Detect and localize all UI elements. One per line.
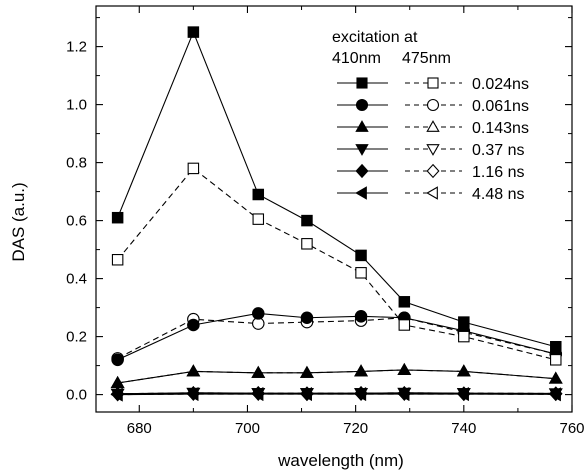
legend-row: 1.16 ns [337, 163, 524, 181]
x-tick-label: 700 [235, 420, 260, 437]
legend-marker-open [426, 120, 440, 132]
series-line [117, 167, 556, 361]
series-line [117, 369, 556, 384]
legend-marker-solid [355, 98, 369, 112]
data-point [456, 364, 471, 377]
legend-label: 0.024ns [472, 76, 529, 93]
legend-row: 0.061ns [337, 98, 529, 115]
y-tick-label: 0.4 [66, 271, 87, 288]
data-point [300, 311, 314, 325]
data-point [548, 388, 563, 401]
series-410nm-0.061ns [111, 307, 563, 367]
series-line [117, 392, 556, 395]
data-point [111, 353, 124, 367]
data-point [355, 267, 367, 279]
data-point [110, 375, 125, 389]
data-point [252, 213, 265, 225]
data-point [186, 387, 201, 400]
data-point [397, 362, 412, 375]
data-point [300, 388, 314, 401]
data-point [398, 319, 411, 331]
legend-title: excitation at [332, 29, 418, 46]
legend-marker-open [427, 77, 439, 89]
data-point [251, 388, 266, 401]
data-point [301, 214, 313, 227]
data-point [187, 162, 200, 175]
data-point [187, 26, 200, 38]
data-point [186, 364, 201, 377]
data-point [548, 371, 563, 384]
legend-row: 0.024ns [337, 76, 529, 93]
data-point [398, 296, 411, 308]
series-line [117, 312, 556, 361]
data-point [458, 316, 470, 328]
data-point [458, 330, 470, 343]
legend-marker-solid [355, 163, 369, 179]
legend-row: 0.143ns [337, 120, 529, 137]
x-tick-label: 760 [559, 420, 584, 437]
x-tick-label: 680 [127, 420, 152, 437]
legend-header-475: 475nm [402, 50, 451, 67]
y-tick-label: 0.2 [66, 329, 87, 346]
x-tick-label: 740 [451, 420, 476, 437]
data-point [251, 365, 266, 378]
series-410nm-0.143ns [110, 362, 563, 389]
x-axis-title: wavelength (nm) [277, 451, 404, 470]
legend-label: 0.37 ns [472, 142, 524, 159]
legend-marker-open [426, 98, 440, 112]
series-410nm-4.48ns [110, 387, 561, 402]
data-point [355, 249, 367, 262]
y-axis: 0.0 0.2 0.4 0.6 0.8 1.0 1.2 [66, 17, 572, 404]
plot-area [95, 5, 573, 413]
x-axis: 680 700 720 740 760 [127, 6, 585, 437]
legend-label: 0.061ns [472, 98, 529, 115]
data-point [456, 388, 471, 401]
legend: excitation at 410nm 475nm 0.024ns 0.061ns… [332, 29, 529, 203]
data-point [252, 307, 265, 320]
legend-header-410: 410nm [332, 50, 381, 67]
data-point [187, 318, 200, 332]
legend-label: 4.48 ns [472, 186, 524, 203]
series-475nm-0.024ns [111, 162, 562, 366]
y-tick-label: 0.8 [66, 155, 87, 172]
data-point [300, 365, 314, 378]
data-point [354, 364, 368, 377]
data-point [110, 388, 125, 401]
legend-label: 0.143ns [472, 120, 529, 137]
y-axis-title: DAS (a.u.) [9, 182, 28, 261]
legend-marker-solid [355, 144, 369, 156]
legend-label: 1.16 ns [472, 164, 524, 181]
data-point [252, 188, 265, 201]
legend-marker-solid [356, 77, 368, 89]
data-point [550, 340, 562, 353]
legend-rows: 0.024ns 0.061ns 0.143ns 0.37 ns 1.16 ns 4.48 … [337, 76, 529, 203]
legend-row: 0.37 ns [337, 142, 524, 159]
data-point [111, 211, 124, 224]
legend-marker-solid [355, 186, 367, 200]
y-tick-label: 0.6 [66, 213, 87, 230]
data-point [354, 310, 368, 323]
series-410nm-0.024ns [111, 26, 562, 353]
x-tick-label: 720 [343, 420, 368, 437]
legend-row: 4.48 ns [337, 186, 524, 203]
y-tick-label: 1.2 [66, 39, 87, 56]
data-point [111, 254, 124, 266]
y-tick-label: 0.0 [66, 387, 87, 404]
legend-marker-open [426, 186, 438, 200]
plot-frame [95, 5, 573, 413]
legend-marker-open [426, 144, 440, 156]
data-point [354, 388, 368, 401]
legend-marker-open [426, 163, 440, 179]
series-410nm-0.37ns [110, 387, 563, 401]
data-point [550, 354, 562, 366]
y-tick-label: 1.0 [66, 97, 87, 114]
data-point [397, 387, 412, 400]
series-line [117, 317, 556, 359]
series-475nm-0.143ns [110, 362, 563, 389]
legend-marker-solid [355, 120, 369, 132]
data-point [301, 238, 313, 250]
series-line [117, 30, 556, 348]
